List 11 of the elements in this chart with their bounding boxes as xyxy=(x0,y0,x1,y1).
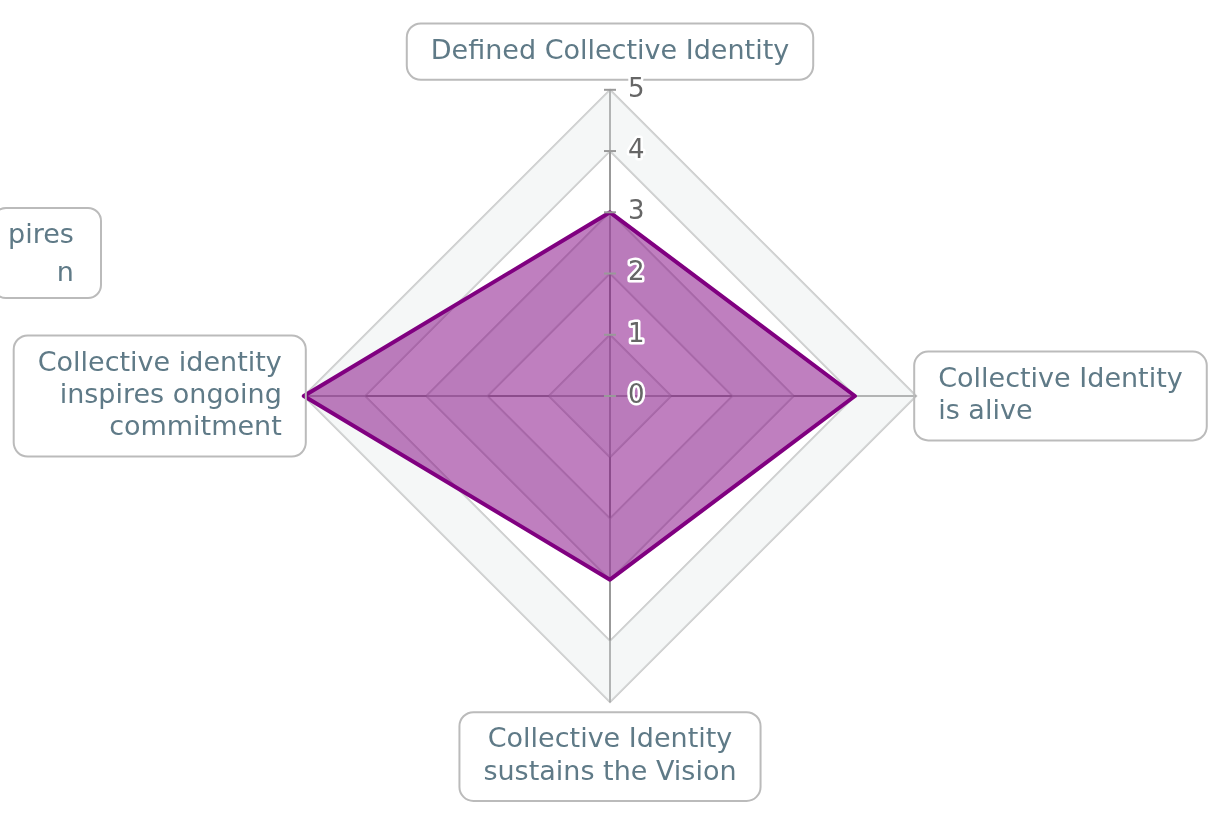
y-tick-label: 3 xyxy=(628,195,645,226)
y-tick-label: 2 xyxy=(628,256,645,287)
spoke-label: Defined Collective Identity xyxy=(430,33,790,65)
spoke-label: Collective identity inspires ongoing commitment xyxy=(37,345,282,442)
y-tick-label: 1 xyxy=(628,317,645,348)
y-tick-label: 5 xyxy=(628,72,645,103)
spoke-label: Collective Identity sustains the Vision xyxy=(483,722,737,786)
y-tick-label: 0 xyxy=(628,378,645,409)
spoke-label: Collective Identity is alive xyxy=(938,361,1183,426)
y-tick-label: 4 xyxy=(628,133,645,164)
text: pires n xyxy=(0,207,102,299)
